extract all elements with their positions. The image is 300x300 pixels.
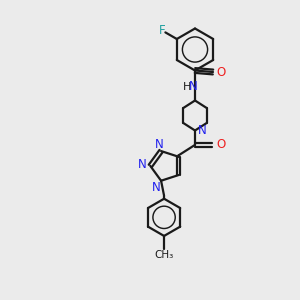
Text: CH₃: CH₃ xyxy=(154,250,174,260)
Text: O: O xyxy=(216,138,225,152)
Text: N: N xyxy=(152,181,161,194)
Text: H: H xyxy=(182,82,191,92)
Text: N: N xyxy=(198,124,207,137)
Text: N: N xyxy=(155,138,164,151)
Text: O: O xyxy=(217,65,226,79)
Text: N: N xyxy=(137,158,146,171)
Text: N: N xyxy=(189,80,198,94)
Text: F: F xyxy=(158,23,165,37)
